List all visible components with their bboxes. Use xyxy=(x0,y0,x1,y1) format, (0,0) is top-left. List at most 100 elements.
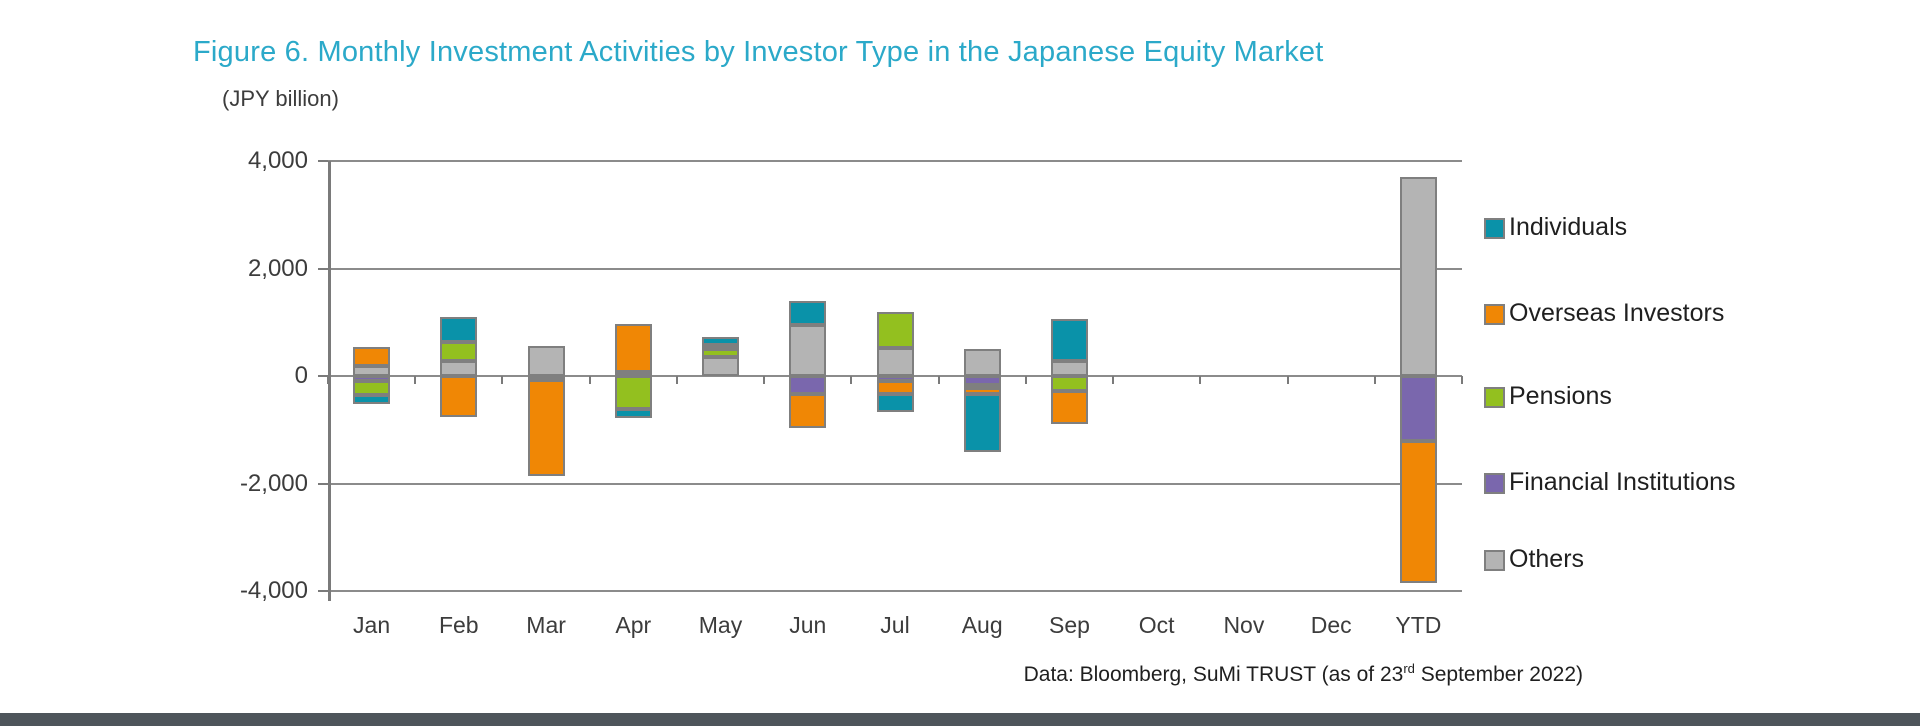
bar-segment-pensions xyxy=(353,380,391,396)
bar-segment-individuals xyxy=(353,395,391,404)
bar-segment-others xyxy=(789,324,827,376)
bar-segment-pensions xyxy=(1051,376,1088,391)
legend-label: Others xyxy=(1509,545,1585,573)
x-axis-tick xyxy=(1373,376,1376,384)
x-axis-tick xyxy=(675,376,678,384)
gridline xyxy=(328,482,1462,485)
bar-segment-individuals xyxy=(440,316,478,343)
x-axis-label: Oct xyxy=(1138,612,1175,638)
bar-segment-overseas_investors xyxy=(527,379,565,476)
bar-segment-others xyxy=(353,365,391,376)
source-text-prefix: Data: Bloomberg, SuMi TRUST (as of 23 xyxy=(1023,663,1404,686)
bar-segment-individuals xyxy=(1051,318,1088,361)
y-axis-line xyxy=(328,161,331,601)
bar-segment-individuals xyxy=(614,409,652,418)
source-text-superscript: rd xyxy=(1403,661,1415,676)
x-axis-tick xyxy=(1112,376,1115,384)
x-axis-label: Aug xyxy=(961,612,1003,638)
figure-title: Figure 6. Monthly Investment Activities … xyxy=(193,36,1324,68)
bar-segment-others xyxy=(1051,360,1088,376)
bar-segment-financial_institutions xyxy=(963,376,1001,386)
y-axis-tick-label: 2,000 xyxy=(247,254,308,282)
x-axis-tick xyxy=(850,376,853,384)
legend-swatch-others xyxy=(1484,550,1505,571)
y-axis-tick-label: -2,000 xyxy=(239,469,308,497)
bar-segment-financial_institutions xyxy=(527,376,565,380)
legend-swatch-financial_institutions xyxy=(1484,473,1505,494)
legend-label: Overseas Investors xyxy=(1509,299,1725,327)
bar-segment-individuals xyxy=(963,393,1001,452)
legend-label: Pensions xyxy=(1509,382,1612,410)
x-axis-tick xyxy=(937,376,940,384)
bar-segment-others xyxy=(614,372,652,377)
bar-segment-financial_institutions xyxy=(353,376,391,381)
bar-segment-individuals xyxy=(876,394,914,412)
y-axis-tick-label: 4,000 xyxy=(247,147,308,174)
bar-segment-others xyxy=(527,346,565,376)
bar-segment-overseas_investors xyxy=(789,393,827,429)
bar-segment-financial_institutions xyxy=(789,376,827,394)
x-axis-label: Dec xyxy=(1310,612,1352,638)
x-axis-label: Feb xyxy=(438,612,479,638)
x-axis-label: Nov xyxy=(1223,612,1265,638)
bar-segment-overseas_investors xyxy=(1399,440,1437,583)
x-axis-tick xyxy=(1199,376,1202,384)
bar-segment-financial_institutions xyxy=(876,376,914,381)
x-axis-label: YTD xyxy=(1395,612,1442,638)
x-axis-label: Sep xyxy=(1049,612,1090,638)
bar-segment-pensions xyxy=(702,349,739,358)
bar-segment-overseas_investors xyxy=(963,388,1001,394)
legend-swatch-overseas_investors xyxy=(1484,304,1505,325)
x-axis-tick xyxy=(763,376,766,384)
y-axis-tick xyxy=(318,160,328,162)
y-axis-tick-label: 0 xyxy=(294,362,308,389)
bar-segment-individuals xyxy=(702,337,739,345)
bar-segment-pensions xyxy=(614,376,652,410)
bar-segment-overseas_investors xyxy=(876,380,914,395)
gridline xyxy=(328,590,1462,592)
x-axis-label: Jun xyxy=(789,612,827,638)
x-axis-label: Jul xyxy=(880,612,910,638)
x-axis-tick xyxy=(588,376,591,384)
y-axis-tick xyxy=(318,375,328,377)
source-text-suffix: September 2022) xyxy=(1414,663,1583,686)
bar-segment-overseas_investors xyxy=(702,344,739,350)
bar-segment-others xyxy=(702,357,739,376)
legend-swatch-pensions xyxy=(1484,387,1505,408)
y-axis-tick xyxy=(318,267,328,270)
bar-segment-others xyxy=(1399,177,1437,376)
bar-segment-individuals xyxy=(789,301,827,325)
y-axis-tick-label: -4,000 xyxy=(239,577,308,604)
bar-segment-others xyxy=(440,360,478,376)
x-axis-tick xyxy=(1286,376,1289,384)
legend-label: Individuals xyxy=(1509,213,1628,241)
x-axis-label: May xyxy=(698,612,743,638)
x-axis-label: Jan xyxy=(353,612,391,638)
bar-segment-financial_institutions xyxy=(1399,376,1437,441)
x-axis-tick xyxy=(1461,376,1463,384)
bar-segment-pensions xyxy=(963,385,1001,390)
x-axis-label: Apr xyxy=(615,612,652,638)
bar-segment-others xyxy=(963,349,1001,376)
bar-segment-overseas_investors xyxy=(353,347,391,366)
bar-segment-overseas_investors xyxy=(614,323,652,373)
page-bottom-strip xyxy=(0,713,1920,726)
x-axis-tick xyxy=(414,376,417,384)
bar-segment-overseas_investors xyxy=(440,376,478,417)
legend-swatch-individuals xyxy=(1484,218,1505,239)
y-axis-tick xyxy=(318,482,328,485)
y-axis-unit-label: (JPY billion) xyxy=(222,86,339,111)
bar-segment-overseas_investors xyxy=(1051,391,1088,425)
bar-segment-pensions xyxy=(440,342,478,361)
gridline xyxy=(328,160,1462,162)
bar-segment-pensions xyxy=(876,312,914,348)
bar-segment-others xyxy=(876,348,914,376)
data-source-note: Data: Bloomberg, SuMi TRUST (as of 23rd … xyxy=(1023,661,1583,687)
legend-label: Financial Institutions xyxy=(1509,468,1736,496)
gridline xyxy=(328,267,1462,270)
x-axis-label: Mar xyxy=(526,612,566,638)
x-axis-tick xyxy=(501,376,504,384)
x-axis-tick xyxy=(1024,376,1027,384)
